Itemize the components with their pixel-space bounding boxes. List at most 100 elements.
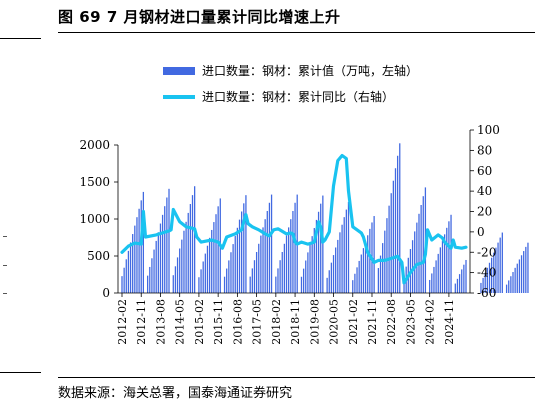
right-tick-label: -20 [477,245,496,259]
bar [463,264,465,293]
bar [523,251,525,293]
right-tick-label: 20 [477,205,492,219]
bar [484,272,486,293]
bar [358,260,360,293]
title-rule [58,32,535,33]
bar [330,262,333,293]
bar [360,254,362,293]
bar [369,228,371,293]
bar [155,240,157,293]
bar [505,284,508,293]
bar [226,268,228,293]
bar [262,227,264,293]
bar [518,259,521,293]
bar [132,234,134,293]
x-tick-label: 2022-08 [385,299,398,345]
x-tick-label: 2015-02 [193,299,206,345]
bar [232,244,234,293]
bar [238,219,241,293]
bar [294,202,296,293]
x-tick-label: 2015-11 [212,299,225,345]
bar [123,267,125,293]
bar [200,269,202,293]
figure-title: 图 69 7 月钢材进口量累计同比增速上升 [58,8,341,26]
bar [390,193,392,293]
bar [157,232,159,293]
bar [151,258,153,293]
bar [343,217,345,293]
bar [454,283,456,293]
legend-line-swatch [163,95,195,99]
bar [386,218,388,293]
bar [441,240,444,293]
footer-rule-right [58,377,535,378]
bar [179,248,181,293]
bar [185,221,187,293]
bar [249,276,251,293]
bar [129,242,132,293]
legend-bar-swatch [163,67,195,75]
bar [392,180,394,293]
x-tick-label: 2021-11 [366,299,379,345]
x-tick-label: 2019-08 [308,299,321,345]
bar [311,236,313,293]
bar [364,241,367,293]
bar [260,235,262,293]
bar [264,219,266,293]
bar [416,222,418,293]
bar [493,252,495,293]
right-tick-label: 80 [477,143,492,157]
bar [241,211,243,293]
bar [208,237,211,293]
bar [420,205,422,293]
bar [461,269,463,293]
bar [161,214,164,293]
bar [514,267,516,293]
bar [228,260,230,293]
bar [290,219,292,293]
bar [258,243,260,293]
bar [501,232,503,293]
x-tick-label: 2013-08 [154,299,167,345]
left-tick-label: 1000 [79,212,110,226]
bar [251,268,253,293]
bar [305,260,307,293]
bar [354,273,356,293]
bar [315,219,318,293]
bar [429,279,431,293]
bar [520,255,523,293]
bar [486,267,489,293]
bar [285,235,288,293]
bar [268,202,271,293]
x-tick-label: 2024-02 [424,299,437,345]
bar [121,276,123,293]
right-tick-label: 0 [477,225,485,239]
bar [443,234,446,293]
bar [189,204,192,293]
right-tick-label: 40 [477,184,492,198]
bar [345,209,347,293]
title-rule-left [0,38,41,39]
bar [300,276,303,293]
x-tick-label: 2012-02 [116,299,129,345]
bar [266,210,268,293]
bar [458,274,461,293]
bar [187,212,189,293]
legend: 进口数量：钢材：累计值（万吨，左轴） 进口数量：钢材：累计同比（右轴） [163,63,418,104]
bar [138,208,140,293]
x-tick-label: 2018-11 [289,299,302,345]
legend-line-label: 进口数量：钢材：累计同比（右轴） [202,89,394,104]
bar [499,237,501,293]
bar [527,242,529,293]
bar [283,243,286,293]
bar [176,257,179,293]
bar-series [121,143,529,293]
source-note: 数据来源：海关总署，国泰海通证券研究 [58,386,293,401]
bar [234,235,236,293]
bar [236,227,239,293]
bar [125,259,127,293]
bar [508,280,510,293]
bar [482,277,484,293]
bar [183,230,185,293]
